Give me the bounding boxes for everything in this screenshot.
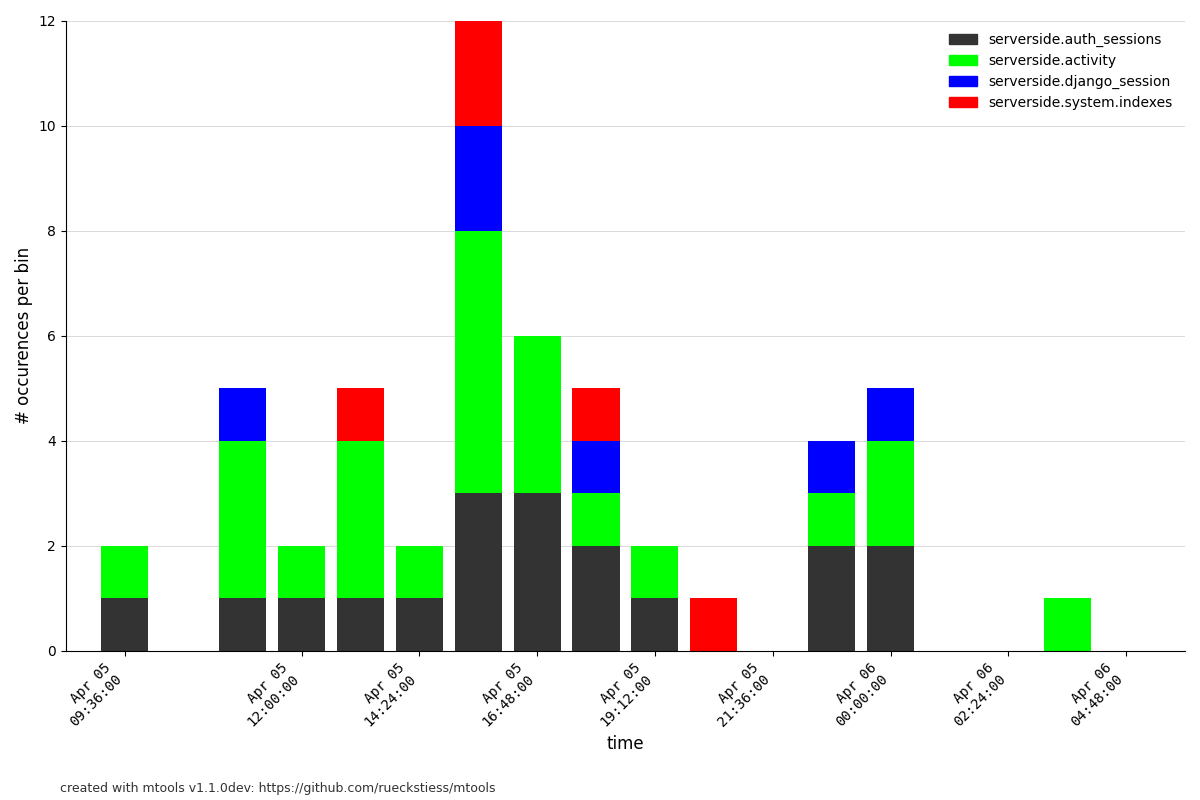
Bar bbox=[514, 494, 560, 651]
Bar bbox=[572, 388, 619, 441]
Bar bbox=[455, 494, 502, 651]
Bar bbox=[220, 441, 266, 598]
Bar bbox=[337, 598, 384, 651]
Bar bbox=[690, 598, 737, 651]
Bar bbox=[866, 546, 914, 651]
Text: created with mtools v1.1.0dev: https://github.com/rueckstiess/mtools: created with mtools v1.1.0dev: https://g… bbox=[60, 782, 496, 795]
Bar bbox=[220, 598, 266, 651]
Bar bbox=[396, 598, 443, 651]
Bar bbox=[631, 598, 678, 651]
Bar bbox=[278, 546, 325, 598]
Bar bbox=[572, 494, 619, 546]
Bar bbox=[866, 441, 914, 546]
Bar bbox=[631, 546, 678, 598]
Bar bbox=[572, 546, 619, 651]
X-axis label: time: time bbox=[607, 735, 644, 753]
Y-axis label: # occurences per bin: # occurences per bin bbox=[14, 247, 34, 424]
Bar bbox=[337, 388, 384, 441]
Bar bbox=[101, 598, 149, 651]
Bar bbox=[572, 441, 619, 494]
Bar bbox=[455, 126, 502, 230]
Bar bbox=[220, 388, 266, 441]
Bar bbox=[455, 21, 502, 126]
Bar bbox=[278, 598, 325, 651]
Bar bbox=[808, 546, 856, 651]
Bar bbox=[101, 546, 149, 598]
Bar bbox=[808, 494, 856, 546]
Bar bbox=[396, 546, 443, 598]
Bar bbox=[455, 230, 502, 494]
Legend: serverside.auth_sessions, serverside.activity, serverside.django_session, server: serverside.auth_sessions, serverside.act… bbox=[944, 27, 1178, 116]
Bar bbox=[808, 441, 856, 494]
Bar bbox=[1044, 598, 1091, 651]
Bar bbox=[866, 388, 914, 441]
Bar bbox=[514, 336, 560, 494]
Bar bbox=[337, 441, 384, 598]
